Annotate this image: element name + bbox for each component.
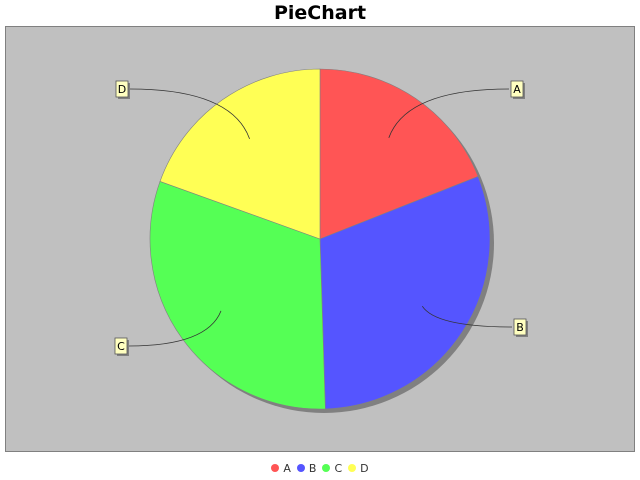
slice-label-text: D	[118, 83, 126, 96]
pie-slice-c	[149, 181, 326, 410]
label-box	[115, 80, 129, 98]
label-connector-d	[129, 88, 250, 140]
legend-item-c: C	[322, 462, 342, 475]
slice-label-text: B	[516, 321, 524, 334]
legend-label: D	[360, 461, 369, 475]
legend-item-d: D	[348, 461, 369, 475]
pie-slice-b	[319, 176, 491, 410]
slice-labels: A B C D	[114, 80, 528, 356]
legend-marker-icon	[271, 464, 280, 472]
slice-label-c: C	[114, 337, 129, 356]
pie-slices	[149, 68, 491, 410]
label-connectors	[128, 88, 513, 347]
label-box	[513, 318, 527, 336]
pie-slice-a	[319, 68, 479, 240]
legend-label: A	[283, 461, 291, 475]
pie-slice-d	[159, 68, 321, 240]
legend-marker-icon	[348, 464, 357, 472]
slice-label-d: D	[115, 80, 130, 99]
label-connector-a	[388, 88, 510, 138]
label-box	[114, 337, 128, 355]
legend-item-a: A	[271, 462, 291, 475]
slice-label-text: A	[513, 83, 521, 96]
label-connector-b	[421, 305, 513, 328]
chart-title: PieChart	[273, 2, 367, 24]
label-connector-c	[128, 310, 222, 347]
legend-marker-icon	[296, 464, 305, 472]
legend-label: C	[334, 461, 343, 475]
legend-item-b: B	[296, 461, 317, 475]
slice-label-text: C	[117, 340, 125, 353]
legend-marker-icon	[322, 464, 331, 472]
label-box	[510, 80, 524, 98]
legend-label: B	[308, 461, 317, 475]
legend: A B C D	[0, 460, 640, 476]
slice-label-b: B	[513, 318, 528, 337]
slice-label-a: A	[510, 80, 525, 99]
